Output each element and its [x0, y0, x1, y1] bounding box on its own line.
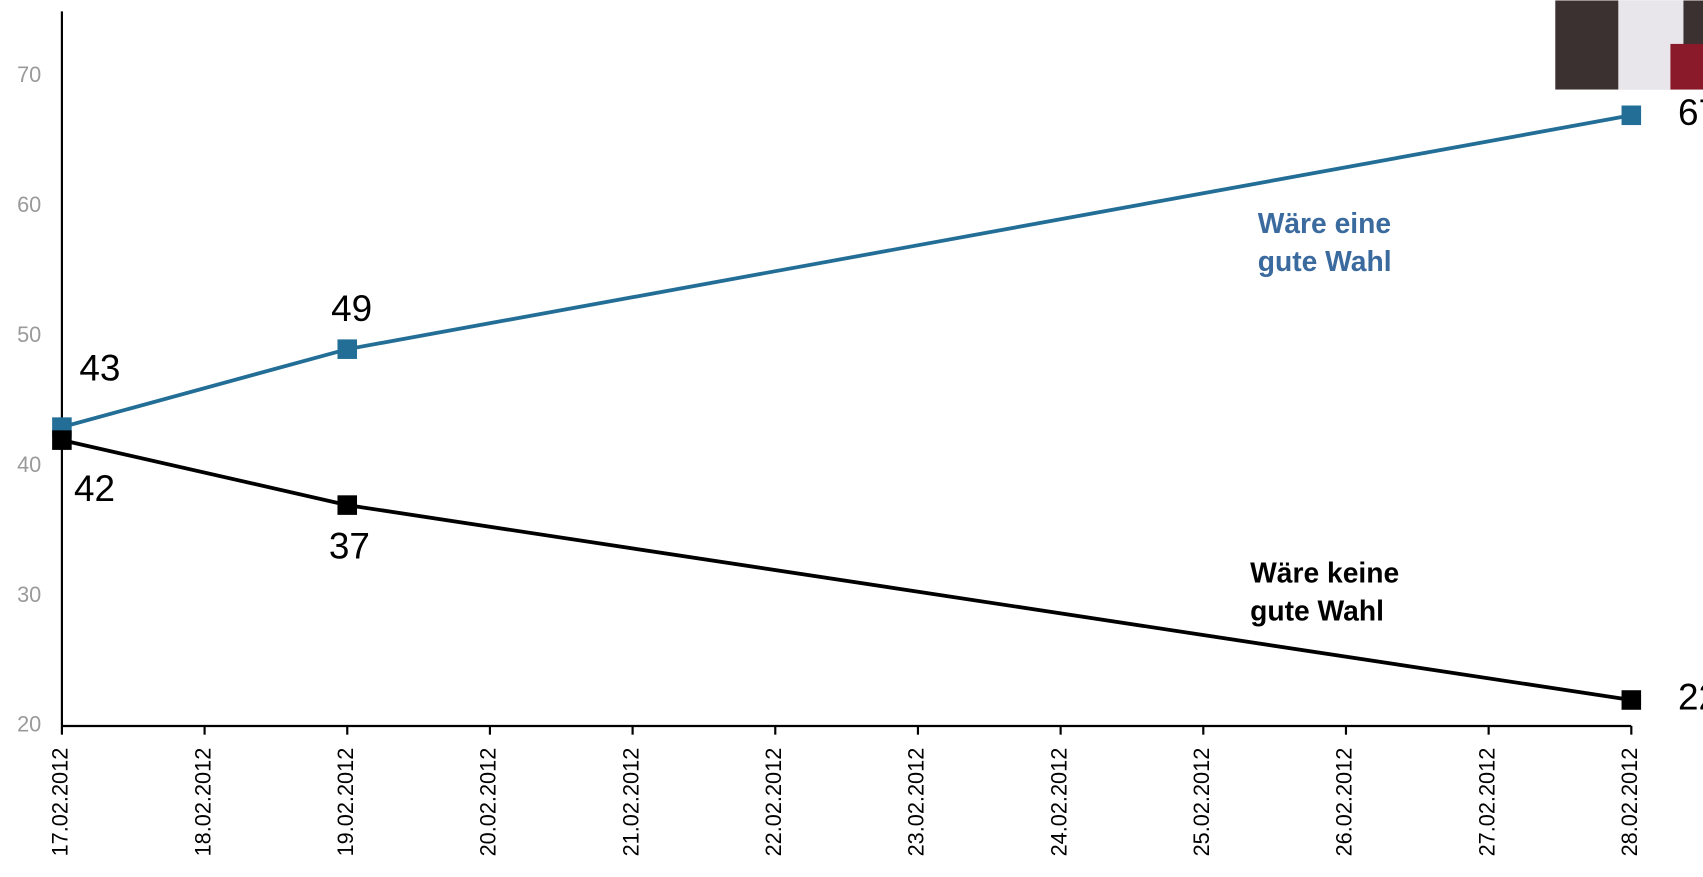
x-tick-label: 17.02.2012 [48, 748, 73, 857]
x-tick-label: 27.02.2012 [1474, 748, 1499, 857]
data-label: 37 [329, 525, 370, 566]
data-label: 42 [74, 468, 115, 509]
x-tick-label: 25.02.2012 [1189, 748, 1214, 857]
data-label: 43 [79, 347, 120, 388]
x-tick-label: 23.02.2012 [904, 748, 929, 857]
y-tick-label: 50 [17, 322, 41, 347]
data-label: 67 [1678, 92, 1703, 133]
y-tick-label: 70 [17, 62, 41, 87]
marker [337, 495, 358, 515]
x-tick-label: 24.02.2012 [1046, 748, 1071, 857]
x-tick-label: 20.02.2012 [476, 748, 501, 857]
marker [1621, 105, 1642, 126]
marker [52, 430, 72, 450]
x-tick-label: 19.02.2012 [333, 748, 358, 857]
series-label: Wäre eine gute Wahl [1257, 206, 1392, 278]
y-tick-label: 30 [17, 582, 41, 607]
x-tick-label: 18.02.2012 [190, 748, 215, 857]
series-label-box: Wäre keine gute Wahl [1250, 556, 1400, 628]
portrait-tie [1670, 43, 1703, 90]
x-tick-label: 21.02.2012 [618, 748, 643, 857]
y-tick-label: 60 [17, 192, 41, 217]
series-label-box: Wäre eine gute Wahl [1257, 206, 1392, 278]
x-tick-label: 26.02.2012 [1332, 748, 1357, 857]
marker [1621, 690, 1642, 710]
y-tick-label: 20 [17, 712, 41, 737]
y-tick-label: 40 [17, 452, 41, 477]
series-label: Wäre keine gute Wahl [1250, 556, 1400, 628]
x-tick-label: 28.02.2012 [1617, 748, 1642, 857]
marker [337, 339, 358, 359]
data-label: 49 [331, 288, 372, 329]
data-label: 22 [1678, 677, 1703, 718]
x-tick-label: 22.02.2012 [761, 748, 786, 857]
